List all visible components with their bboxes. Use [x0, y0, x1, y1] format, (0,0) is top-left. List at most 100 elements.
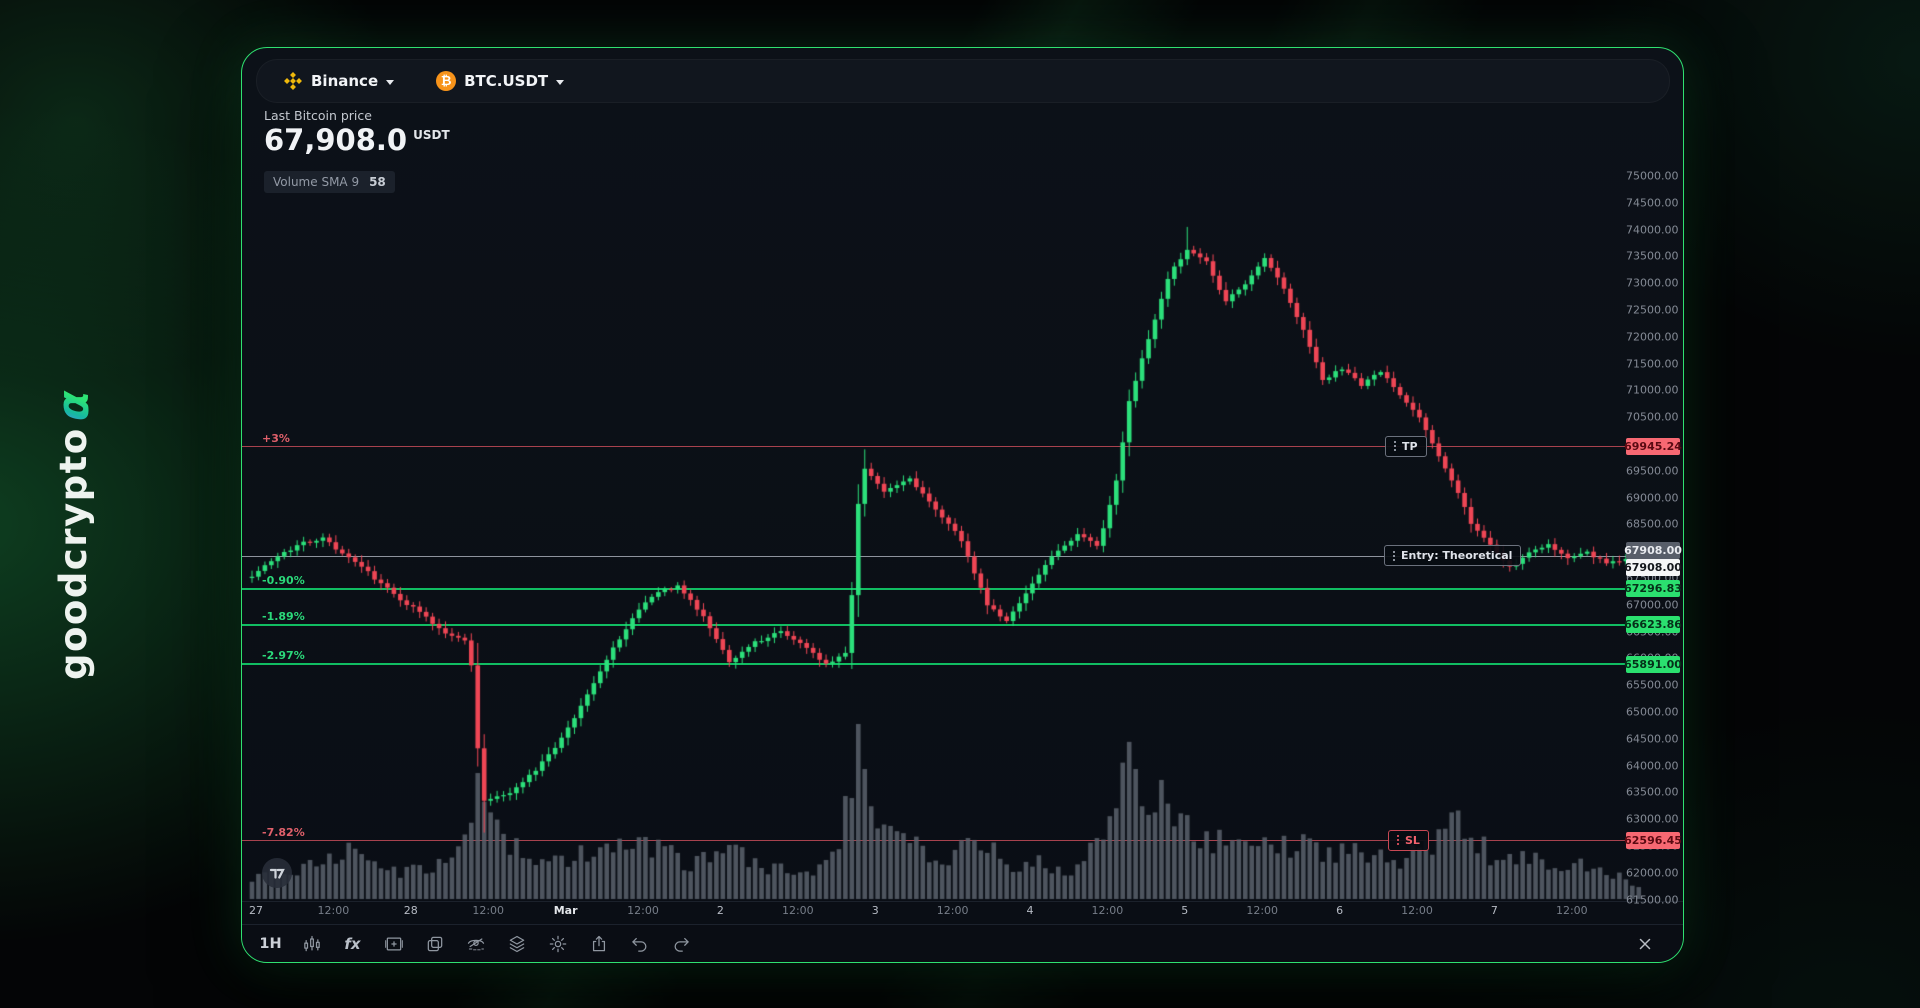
time-axis-label: 6 [1336, 904, 1344, 917]
gear-icon [549, 935, 566, 952]
time-axis-label: 7 [1490, 904, 1498, 917]
price-axis-label: 73000.00 [1626, 276, 1679, 290]
chevron-down-icon [556, 79, 565, 85]
redo-icon [674, 937, 689, 952]
time-axis-label: 12:00 [1555, 904, 1588, 917]
indicator-badge[interactable]: Volume SMA 9 58 [264, 171, 395, 193]
level-flag-entry[interactable]: Entry: Theoretical [1384, 545, 1522, 567]
eye-crossed-icon [467, 937, 484, 950]
time-axis-label: Mar [553, 904, 578, 917]
price-axis-label: 75000.00 [1626, 169, 1679, 183]
price-axis-label: 73500.00 [1626, 249, 1679, 263]
exchange-selector[interactable]: Binance [283, 71, 395, 91]
time-axis-label: 12:00 [317, 904, 350, 917]
share-button[interactable] [578, 929, 619, 959]
last-price-value: 67,908.0 [264, 123, 408, 157]
price-header-label: Last Bitcoin price [264, 108, 372, 123]
frame-plus-icon [384, 937, 403, 950]
price-axis-label: 63500.00 [1626, 785, 1679, 799]
price-axis-label: 72000.00 [1626, 330, 1679, 344]
fx-label: fx [344, 934, 361, 953]
price-axis-label: 61500.00 [1626, 893, 1679, 907]
undo-button[interactable] [619, 929, 660, 959]
price-axis-label: 70500.00 [1626, 410, 1679, 424]
compare-icon [427, 936, 442, 951]
drag-handle-icon [1397, 835, 1399, 846]
price-axis-label: 72500.00 [1626, 303, 1679, 317]
candle-style-button[interactable] [291, 929, 332, 959]
last-price-unit: USDT [413, 128, 450, 142]
level-flag-sl[interactable]: SL [1388, 829, 1429, 851]
price-axis-label: 65000.00 [1626, 705, 1679, 719]
redo-button[interactable] [660, 929, 701, 959]
entry-price-badge: 67908.00 [1624, 542, 1682, 560]
level-flag-label: SL [1405, 833, 1420, 847]
price-badge-l1: 67296.83 [1624, 580, 1682, 598]
time-axis-label: 5 [1181, 904, 1189, 917]
time-axis-label: 2 [716, 904, 724, 917]
brand-text: goodcrypto [52, 427, 95, 680]
drag-handle-icon [1394, 441, 1396, 452]
time-axis-label: 12:00 [1401, 904, 1433, 917]
indicator-label: Volume SMA 9 [273, 175, 360, 189]
price-axis-label: 65500.00 [1626, 678, 1679, 692]
close-chart-button[interactable] [1624, 929, 1665, 959]
exchange-label: Binance [311, 72, 379, 90]
brand-alpha-icon: α [48, 389, 99, 422]
price-axis-label: 63000.00 [1626, 812, 1679, 826]
interval-label: 1H [259, 935, 282, 952]
time-axis-label: 12:00 [781, 904, 814, 917]
last-price-badge: 67908.00 [1624, 559, 1682, 577]
level-flag-tp[interactable]: TP [1385, 435, 1427, 457]
chart-toolbar: 1H fx [242, 924, 1683, 962]
drag-handle-icon [1393, 550, 1395, 561]
price-axis-label: 74000.00 [1626, 223, 1679, 237]
time-axis-label: 3 [871, 904, 879, 917]
layers-button[interactable] [496, 929, 537, 959]
compare-button[interactable] [414, 929, 455, 959]
time-axis-label: 12:00 [936, 904, 969, 917]
price-axis-label: 62000.00 [1626, 866, 1679, 880]
chart-window: Binance ₿ BTC.USDT Last Bitcoin price 67… [241, 47, 1684, 963]
price-axis-label: 64500.00 [1626, 732, 1679, 746]
price-axis-label: 69500.00 [1626, 464, 1679, 478]
time-axis-label: 12:00 [1091, 904, 1124, 917]
price-axis-label: 68500.00 [1626, 517, 1679, 531]
price-header: Last Bitcoin price 67,908.0 USDT [264, 108, 450, 155]
settings-button[interactable] [537, 929, 578, 959]
time-axis-label: 28 [403, 904, 418, 917]
price-axis-label: 67000.00 [1626, 598, 1679, 612]
price-badge-l2: 66623.86 [1624, 616, 1682, 634]
tradingview-logo-icon [269, 868, 285, 879]
price-axis-label: 74500.00 [1626, 196, 1679, 210]
candlestick-icon [303, 935, 320, 951]
time-axis-label: 27 [249, 904, 263, 917]
indicator-value: 58 [369, 175, 386, 189]
level-flag-label: TP [1402, 439, 1418, 453]
share-icon [592, 935, 605, 951]
time-axis-label: 12:00 [472, 904, 505, 917]
time-axis-label: 12:00 [1246, 904, 1279, 917]
tradingview-watermark[interactable] [262, 858, 292, 888]
frame-button[interactable] [373, 929, 414, 959]
price-axis-label: 71000.00 [1626, 383, 1679, 397]
bitcoin-logo-icon: ₿ [436, 71, 457, 91]
pair-selector[interactable]: ₿ BTC.USDT [436, 71, 565, 91]
interval-button[interactable]: 1H [250, 929, 291, 959]
price-axis-label: 71500.00 [1626, 357, 1679, 371]
time-axis-label: 12:00 [627, 904, 659, 917]
undo-icon [631, 937, 646, 952]
price-axis-label: 64000.00 [1626, 759, 1679, 773]
chevron-down-icon [386, 79, 395, 85]
indicators-button[interactable]: fx [332, 929, 373, 959]
price-chart-canvas[interactable] [242, 48, 1683, 962]
level-flag-label: Entry: Theoretical [1401, 549, 1513, 563]
visibility-button[interactable] [455, 929, 496, 959]
time-axis-label: 4 [1026, 904, 1034, 917]
close-icon [1639, 938, 1650, 949]
pair-label: BTC.USDT [464, 72, 549, 90]
layers-icon [509, 935, 524, 952]
price-axis-label: 69000.00 [1626, 491, 1679, 505]
chart-topbar: Binance ₿ BTC.USDT [256, 59, 1670, 103]
binance-logo-icon [284, 72, 302, 90]
